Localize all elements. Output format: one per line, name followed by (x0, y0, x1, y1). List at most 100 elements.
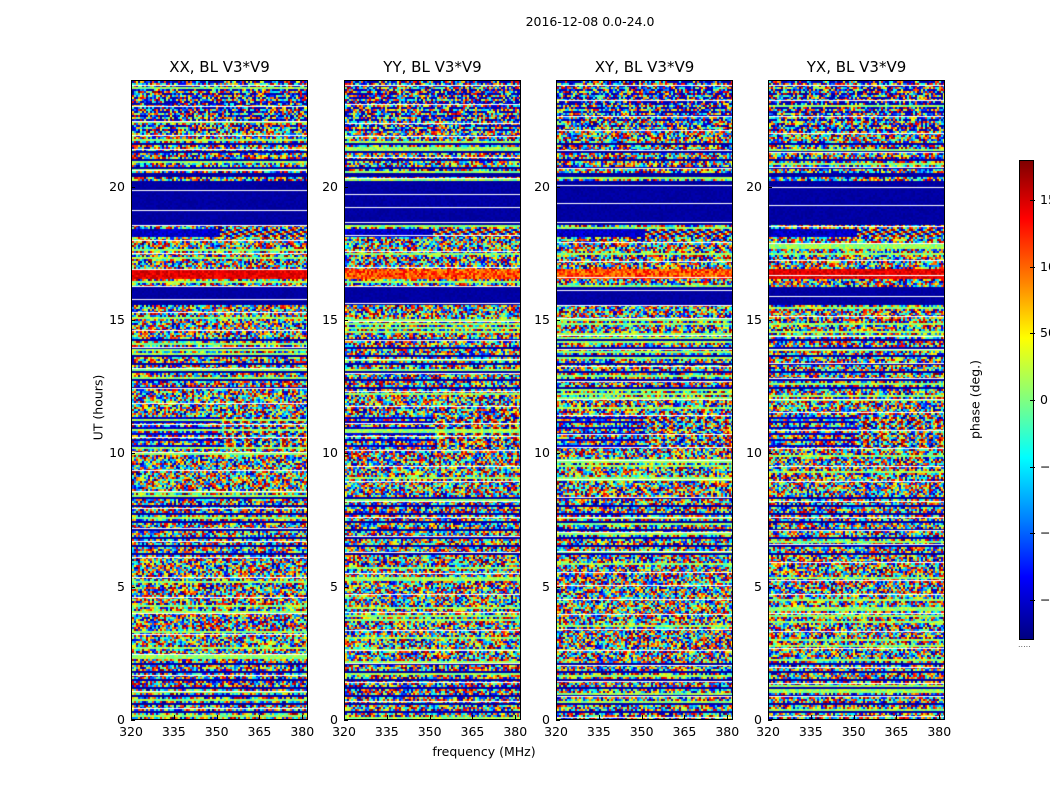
x-tick-mark (429, 715, 431, 719)
x-tick-label: 380 (290, 724, 315, 739)
figure-title: 2016-12-08 0.0-24.0 (525, 14, 655, 29)
x-tick-mark (641, 715, 643, 719)
y-tick-label: 10 (746, 445, 762, 461)
colorbar-tick-label: −100 (1040, 525, 1050, 541)
x-tick-label: 335 (161, 724, 186, 739)
colorbar-tick-label: −150 (1040, 592, 1050, 607)
colorbar-tick-label: 150 (1040, 192, 1050, 207)
y-tick-mark (344, 586, 348, 588)
x-tick-label: 365 (247, 724, 272, 739)
y-tick-mark (768, 586, 772, 588)
y-tick-label: 5 (330, 578, 338, 594)
y-tick-mark (131, 320, 135, 321)
x-tick-label: 380 (715, 724, 740, 739)
heatmap-canvas-xy (557, 81, 732, 719)
x-tick-mark (598, 715, 600, 719)
x-tick-label: 320 (332, 724, 356, 739)
colorbar-tick-mark (1030, 533, 1035, 535)
y-tick-label: 10 (322, 445, 338, 461)
y-tick-label: 15 (534, 312, 550, 327)
colorbar-tick-mark (1030, 400, 1035, 401)
x-tick-mark (556, 715, 557, 719)
colorbar-tick-mark (1030, 466, 1035, 468)
x-tick-mark (810, 715, 812, 719)
x-axis-label: frequency (MHz) (432, 744, 536, 759)
x-tick-label: 335 (586, 724, 611, 739)
heatmap-canvas-xx (132, 81, 307, 719)
y-tick-mark (768, 320, 772, 321)
y-tick-label: 15 (746, 312, 762, 327)
y-tick-label: 10 (534, 445, 550, 461)
y-tick-label: 0 (754, 712, 762, 727)
colorbar-label: phase (deg.) (967, 360, 983, 439)
x-tick-mark (302, 715, 304, 719)
panel-title-yx: YX, BL V3*V9 (806, 58, 907, 76)
colorbar-tick-mark (1030, 200, 1035, 201)
y-tick-label: 0 (330, 712, 338, 727)
x-tick-label: 350 (629, 724, 654, 739)
y-tick-mark (344, 453, 348, 455)
y-tick-mark (556, 720, 560, 721)
y-tick-label: 20 (109, 178, 125, 194)
x-tick-mark (684, 715, 686, 719)
x-tick-label: 350 (417, 724, 442, 739)
y-tick-label: 20 (322, 178, 338, 194)
x-tick-label: 350 (204, 724, 229, 739)
y-tick-label: 15 (109, 312, 125, 327)
y-tick-mark (131, 720, 135, 721)
colorbar-tick-label: 0 (1040, 392, 1048, 407)
colorbar-tick-mark (1030, 266, 1035, 268)
y-tick-mark (344, 720, 348, 721)
x-tick-label: 365 (884, 724, 909, 739)
y-tick-mark (768, 186, 772, 188)
y-tick-mark (556, 186, 560, 188)
panel-title-xx: XX, BL V3*V9 (169, 58, 270, 76)
y-tick-label: 0 (542, 712, 550, 727)
x-tick-mark (173, 715, 175, 719)
x-tick-label: 320 (756, 724, 780, 739)
x-tick-mark (344, 715, 345, 719)
x-tick-label: 320 (119, 724, 143, 739)
heatmap-panel-yy (344, 80, 521, 720)
x-tick-mark (768, 715, 769, 719)
y-tick-label: 5 (542, 578, 550, 594)
x-tick-label: 335 (374, 724, 399, 739)
y-tick-mark (556, 586, 560, 588)
x-tick-label: 350 (841, 724, 866, 739)
x-tick-mark (386, 715, 388, 719)
y-tick-label: 20 (534, 178, 550, 194)
x-tick-mark (472, 715, 474, 719)
colorbar-tick-label: 100 (1040, 258, 1050, 274)
x-tick-label: 320 (544, 724, 568, 739)
y-tick-mark (344, 320, 348, 321)
x-tick-mark (939, 715, 941, 719)
heatmap-canvas-yy (345, 81, 520, 719)
y-tick-label: 10 (109, 445, 125, 461)
y-tick-label: 0 (117, 712, 125, 727)
colorbar-tick-mark (1030, 333, 1035, 335)
heatmap-canvas-yx (769, 81, 944, 719)
x-tick-label: 365 (460, 724, 485, 739)
y-tick-mark (131, 186, 135, 188)
y-tick-mark (768, 720, 772, 721)
x-tick-mark (515, 715, 517, 719)
y-tick-label: 20 (746, 178, 762, 194)
heatmap-panel-xy (556, 80, 733, 720)
y-tick-label: 5 (754, 578, 762, 594)
panel-title-yy: YY, BL V3*V9 (383, 58, 482, 76)
y-tick-mark (131, 453, 135, 455)
x-tick-mark (131, 715, 132, 719)
x-tick-label: 365 (672, 724, 697, 739)
x-tick-mark (216, 715, 218, 719)
y-tick-mark (344, 186, 348, 188)
y-tick-label: 5 (117, 578, 125, 594)
x-tick-mark (853, 715, 855, 719)
y-axis-label: UT (hours) (90, 374, 106, 441)
x-tick-label: 380 (503, 724, 528, 739)
x-tick-label: 335 (798, 724, 823, 739)
y-tick-mark (556, 453, 560, 455)
y-tick-mark (131, 586, 135, 588)
x-tick-mark (896, 715, 898, 719)
y-tick-mark (556, 320, 560, 321)
colorbar-tick-mark (1030, 600, 1035, 601)
